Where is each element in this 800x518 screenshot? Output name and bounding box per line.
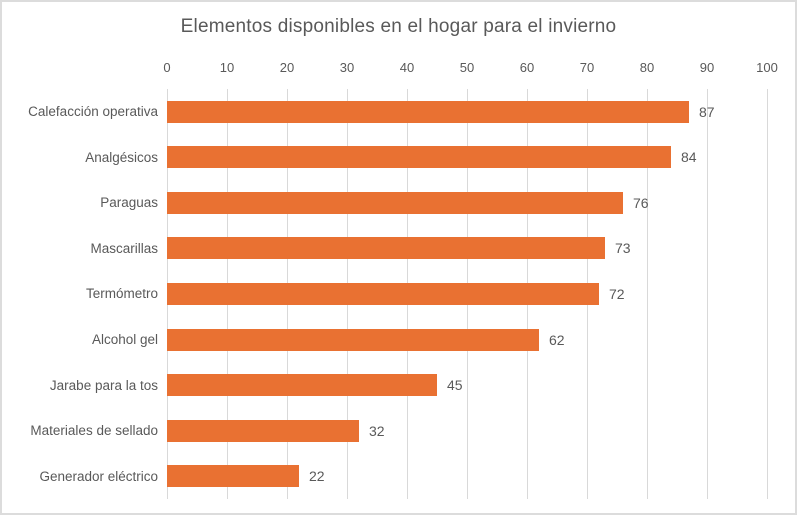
- bar: [167, 374, 437, 397]
- value-label: 73: [615, 240, 631, 257]
- value-label: 76: [633, 194, 649, 211]
- x-axis-tick-label: 60: [519, 60, 535, 75]
- gridline: [647, 89, 648, 499]
- chart-title: Elementos disponibles en el hogar para e…: [180, 16, 617, 37]
- bar: [167, 100, 689, 123]
- x-axis-tick-label: 0: [163, 60, 171, 75]
- bar: [167, 237, 605, 260]
- x-axis-tick-label: 80: [639, 60, 655, 75]
- category-label: Generador eléctrico: [39, 468, 158, 484]
- value-label: 72: [609, 286, 625, 302]
- x-axis-tick-label: 40: [399, 60, 415, 75]
- category-label: Analgésicos: [85, 149, 158, 165]
- plot-area: 87 84 76 73 72 62 45 32 22: [167, 89, 768, 499]
- gridline: [707, 89, 708, 499]
- x-axis-tick-label: 70: [579, 60, 595, 75]
- bar: [167, 465, 299, 488]
- category-label: Calefacción operativa: [28, 104, 158, 120]
- category-label: Mascarillas: [90, 240, 158, 256]
- value-label: 87: [699, 103, 715, 120]
- bar: [167, 191, 623, 214]
- x-axis-tick-label: 100: [756, 60, 778, 75]
- bar: [167, 328, 539, 351]
- value-label: 22: [309, 468, 325, 485]
- category-label: Jarabe para la tos: [49, 377, 158, 393]
- x-axis-tick-label: 50: [459, 60, 475, 75]
- x-axis-tick-label: 90: [699, 60, 715, 75]
- x-axis-tick-label: 10: [219, 60, 235, 75]
- x-axis: 0 10 20 30 40 50 60 70 80 90 100: [2, 60, 795, 78]
- bar: [167, 146, 671, 169]
- category-label: Termómetro: [85, 286, 158, 302]
- category-label: Alcohol gel: [91, 332, 158, 348]
- category-label: Materiales de sellado: [30, 423, 158, 439]
- value-label: 32: [369, 422, 385, 439]
- x-axis-tick-label: 30: [339, 60, 355, 75]
- bar: [167, 283, 599, 305]
- x-axis-tick-label: 20: [279, 60, 295, 75]
- value-label: 45: [447, 377, 463, 394]
- category-label: Paraguas: [100, 195, 158, 211]
- bar: [167, 419, 359, 442]
- gridline: [767, 89, 768, 499]
- value-label: 62: [549, 331, 565, 348]
- value-label: 84: [681, 149, 697, 166]
